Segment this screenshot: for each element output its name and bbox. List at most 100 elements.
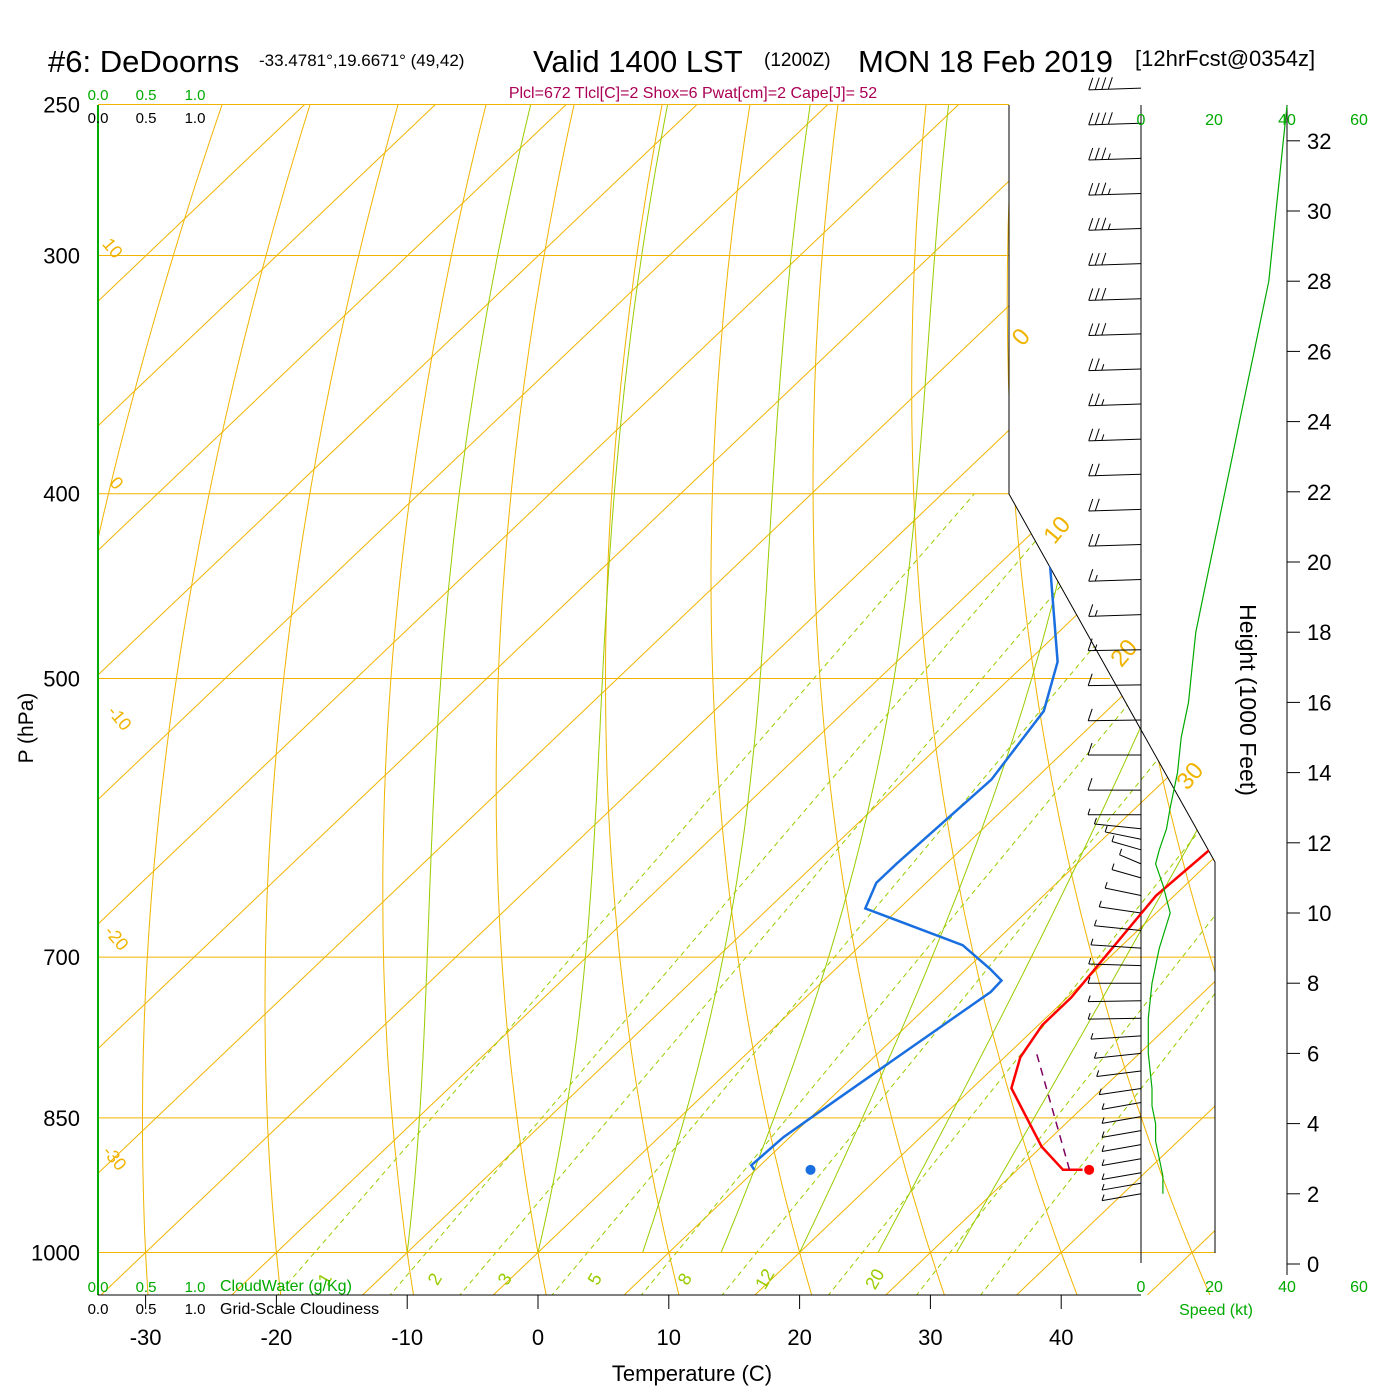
- wind-barb-flag: [1088, 358, 1094, 371]
- isotherm-line: [98, 105, 715, 1295]
- x-tick-label: 30: [918, 1325, 942, 1350]
- temperature-line: [1010, 105, 1215, 1172]
- wind-barb: [1087, 1012, 1142, 1020]
- wind-barb-flag: [1107, 112, 1113, 125]
- wind-barb-staff: [1088, 649, 1142, 652]
- wind-barb-staff: [1101, 1182, 1142, 1191]
- wind-barb: [1087, 708, 1142, 722]
- height-tick-label: 16: [1307, 690, 1331, 715]
- wind-barb-flag: [1088, 182, 1094, 196]
- wind-barb-flag: [1094, 252, 1100, 266]
- wind-barb-staff: [1101, 1193, 1142, 1202]
- pressure-tick-label: 500: [43, 667, 80, 692]
- wind-barb: [1088, 358, 1142, 372]
- wind-barb: [1111, 835, 1142, 851]
- wind-barb-half-flag: [1104, 881, 1108, 889]
- height-tick-label: 26: [1307, 339, 1331, 364]
- wind-barb-half-flag: [1101, 434, 1105, 441]
- wind-barb-flag: [1101, 182, 1107, 195]
- wind-barb: [1088, 147, 1142, 161]
- x-tick-label: 40: [1049, 1325, 1073, 1350]
- wind-barb-staff: [1101, 1172, 1142, 1181]
- wind-barb-flag: [1094, 498, 1100, 511]
- wind-barb-flag: [1101, 147, 1107, 160]
- stability-indices: Plcl=672 Tlcl[C]=2 Shox=6 Pwat[cm]=2 Cap…: [509, 85, 877, 102]
- mixing-ratio-line: [521, 493, 1215, 1295]
- wind-barb: [1088, 533, 1142, 547]
- wind-barb-half-flag: [1096, 1070, 1100, 1077]
- moist-adiabat-line: [537, 105, 669, 1253]
- isotherm-label: -20: [101, 922, 133, 955]
- height-tick-label: 14: [1307, 761, 1331, 786]
- wind-barb: [1090, 938, 1142, 949]
- wind-barb: [1087, 808, 1141, 816]
- isotherm-line: [847, 105, 1215, 1295]
- wind-barb-flag: [1101, 112, 1107, 125]
- wind-barb-half-flag: [1093, 1052, 1097, 1059]
- wind-barb-staff: [1094, 1052, 1142, 1059]
- mixing-ratio-label: 20: [861, 1265, 888, 1292]
- height-tick-label: 2: [1307, 1182, 1319, 1207]
- dry-adiabat-line: [382, 105, 491, 1295]
- cloudwater-tick-bottom: 0.5: [136, 1279, 157, 1296]
- wind-barb: [1098, 1088, 1142, 1096]
- wind-barb-flag: [1088, 533, 1094, 547]
- moist-adiabat-line: [877, 105, 1215, 1253]
- wind-barb-half-flag: [1101, 1173, 1105, 1180]
- wind-barb-staff: [1088, 333, 1142, 337]
- wind-barb-staff: [1088, 157, 1142, 161]
- wind-barb: [1087, 777, 1141, 791]
- moist-adiabat-line: [642, 105, 811, 1253]
- wind-barb: [1088, 112, 1142, 126]
- wind-barb-half-flag: [1090, 938, 1094, 945]
- wind-barb-flag: [1088, 147, 1094, 161]
- wind-barb: [1088, 569, 1142, 582]
- isotherm-line: [193, 105, 1215, 1295]
- wind-barb: [1087, 638, 1142, 652]
- isotherm-line: [98, 105, 846, 1295]
- mixing-ratio-line: [952, 493, 1215, 1295]
- wind-barb-staff: [1088, 438, 1142, 442]
- x-tick-label: -10: [391, 1325, 423, 1350]
- wind-barb-flag: [1094, 77, 1100, 90]
- wind-barb-staff: [1088, 263, 1142, 266]
- isotherm-line: [98, 105, 323, 1295]
- wind-barb-staff: [1094, 823, 1142, 830]
- wind-barb: [1087, 977, 1141, 984]
- wind-barb: [1088, 604, 1142, 617]
- wind-barb: [1119, 848, 1142, 865]
- mixing-ratio-line: [358, 493, 1077, 1295]
- wind-barb-flag: [1094, 323, 1100, 336]
- wind-barb-staff: [1088, 368, 1142, 372]
- height-tick-label: 30: [1307, 199, 1331, 224]
- wind-barb-staff: [1088, 87, 1142, 91]
- wind-barb-half-flag: [1087, 1012, 1091, 1020]
- wind-barb-flag: [1101, 322, 1107, 336]
- wind-barb-staff: [1088, 579, 1142, 582]
- speed-tick-label-bottom: 0: [1137, 1279, 1146, 1296]
- wind-barb-staff: [1090, 1035, 1142, 1040]
- pressure-tick-label: 850: [43, 1106, 80, 1131]
- x-tick-label: 0: [532, 1325, 544, 1350]
- wind-barb: [1101, 1102, 1142, 1110]
- wind-barb-flag: [1088, 253, 1094, 266]
- pressure-tick-label: 1000: [31, 1241, 80, 1266]
- wind-barb: [1088, 498, 1142, 512]
- isotherm-label: -10: [104, 702, 136, 735]
- wind-barb-half-flag: [1101, 1131, 1105, 1138]
- wind-barb-half-flag: [1101, 1117, 1105, 1124]
- height-tick-label: 28: [1307, 269, 1331, 294]
- wind-barb-staff: [1105, 887, 1142, 896]
- wind-barb-half-flag: [1093, 919, 1097, 926]
- plot-right-border: [1008, 105, 1216, 1253]
- speed-tick-label-bottom: 20: [1205, 1279, 1223, 1296]
- wind-barb-half-flag: [1101, 1159, 1105, 1166]
- isotherm-line: [98, 105, 1215, 1295]
- isotherm-line: [585, 105, 1215, 1295]
- sounding-series: [749, 105, 1215, 1175]
- height-tick-label: 6: [1307, 1041, 1319, 1066]
- wind-barb-half-flag: [1088, 957, 1092, 965]
- wind-barb-flag: [1101, 77, 1107, 90]
- wind-barb-staff: [1088, 684, 1142, 687]
